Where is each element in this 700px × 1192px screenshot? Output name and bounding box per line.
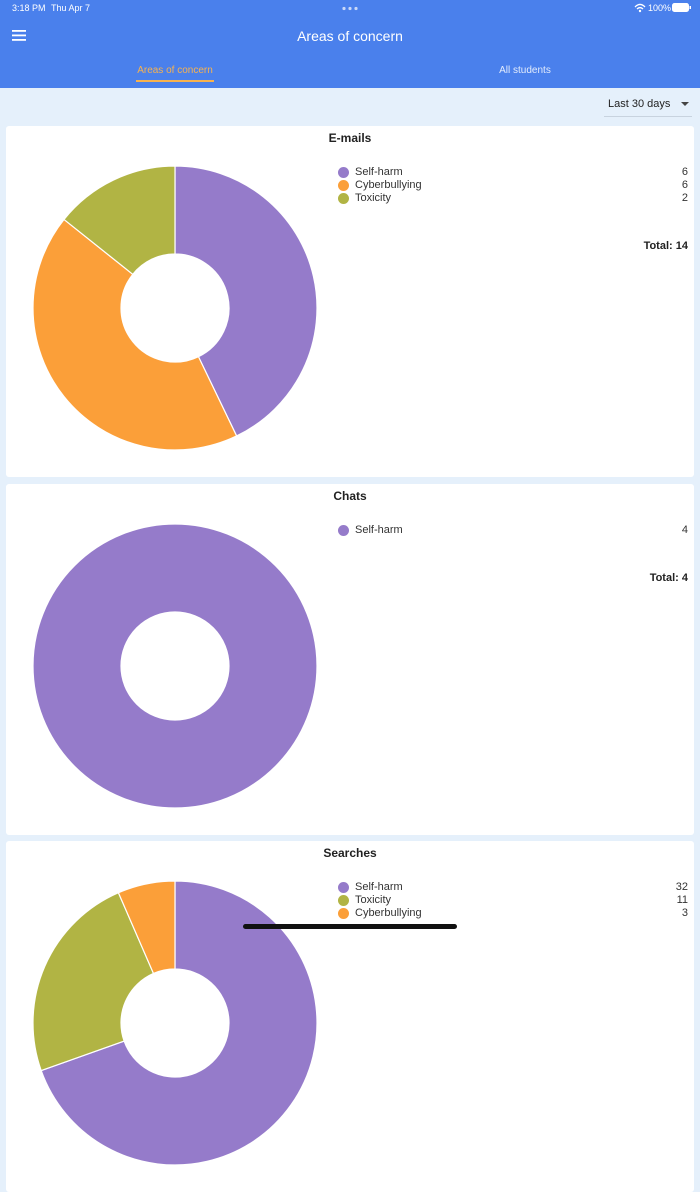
tab[interactable]: Areas of concern xyxy=(137,65,213,76)
tab[interactable]: All students xyxy=(499,65,551,76)
total: Total: 4 xyxy=(650,572,688,584)
legend-dot xyxy=(338,908,349,919)
dropdown-value: Last 30 days xyxy=(608,98,671,110)
legend-dot xyxy=(338,193,349,204)
legend-label: Toxicity xyxy=(355,192,392,204)
donut-chart xyxy=(32,165,318,451)
battery-text: 100% xyxy=(648,3,672,13)
legend-value: 6 xyxy=(681,179,688,191)
legend-label: Cyberbullying xyxy=(355,907,422,919)
legend-value: 2 xyxy=(681,192,688,204)
tab-indicator xyxy=(136,80,214,82)
legend-dot xyxy=(338,180,349,191)
legend-label: Self-harm xyxy=(355,166,403,178)
legend-value: 3 xyxy=(681,907,688,919)
battery-icon xyxy=(672,3,691,12)
total-value: 14 xyxy=(675,240,688,252)
card-title: Searches xyxy=(323,846,377,860)
donut-chart xyxy=(32,880,318,1166)
legend-row: Cyberbullying 6 xyxy=(338,179,688,192)
legend-row: Toxicity 11 xyxy=(338,894,688,907)
card-title: Chats xyxy=(333,489,367,503)
chart-card: Searches Self-harm 32 Toxicity 11 Cyberbullyi… xyxy=(6,841,694,1192)
legend-label: Toxicity xyxy=(355,894,392,906)
donut-slice xyxy=(174,165,318,437)
total-label: Total: xyxy=(643,240,673,252)
legend-value: 11 xyxy=(676,894,688,906)
donut-chart xyxy=(32,523,318,809)
legend-dot xyxy=(338,895,349,906)
home-indicator xyxy=(243,924,457,929)
wifi-icon xyxy=(634,3,646,13)
legend-value: 4 xyxy=(681,524,688,536)
chart-card: E-mails Self-harm 6 Cyberbullying 6 Toxicity 2… xyxy=(6,126,694,477)
donut-slice xyxy=(63,165,176,276)
multitask-dots xyxy=(342,6,358,11)
legend-value: 6 xyxy=(681,166,688,178)
app-bar: 3:18 PM Thu Apr 7 100% Areas of concern … xyxy=(0,0,700,88)
legend-dot xyxy=(338,525,349,536)
legend-row: Self-harm 4 xyxy=(338,524,688,537)
legend-dot xyxy=(338,882,349,893)
legend-row: Cyberbullying 3 xyxy=(338,907,688,920)
total: Total: 14 xyxy=(644,240,688,252)
status-date: Thu Apr 7 xyxy=(51,3,91,13)
donut-slice xyxy=(32,218,238,451)
app-title: Areas of concern xyxy=(297,28,403,44)
total-label: Total: xyxy=(649,572,679,584)
chart-card: Chats Self-harm 4 Total: 4 xyxy=(6,484,694,835)
legend-label: Cyberbullying xyxy=(355,179,422,191)
legend-value: 32 xyxy=(675,881,688,893)
legend-row: Toxicity 2 xyxy=(338,192,688,205)
menu-button[interactable] xyxy=(12,30,26,41)
legend-label: Self-harm xyxy=(355,881,403,893)
legend-dot xyxy=(338,167,349,178)
status-time: 3:18 PM xyxy=(12,3,46,13)
donut-slice xyxy=(32,523,318,809)
card-title: E-mails xyxy=(328,131,372,145)
legend-row: Self-harm 32 xyxy=(338,881,688,894)
period-dropdown[interactable]: Last 30 days xyxy=(604,92,692,117)
legend-label: Self-harm xyxy=(355,524,403,536)
dropdown-arrow xyxy=(681,102,689,106)
legend-row: Self-harm 6 xyxy=(338,166,688,179)
total-value: 4 xyxy=(681,572,688,584)
